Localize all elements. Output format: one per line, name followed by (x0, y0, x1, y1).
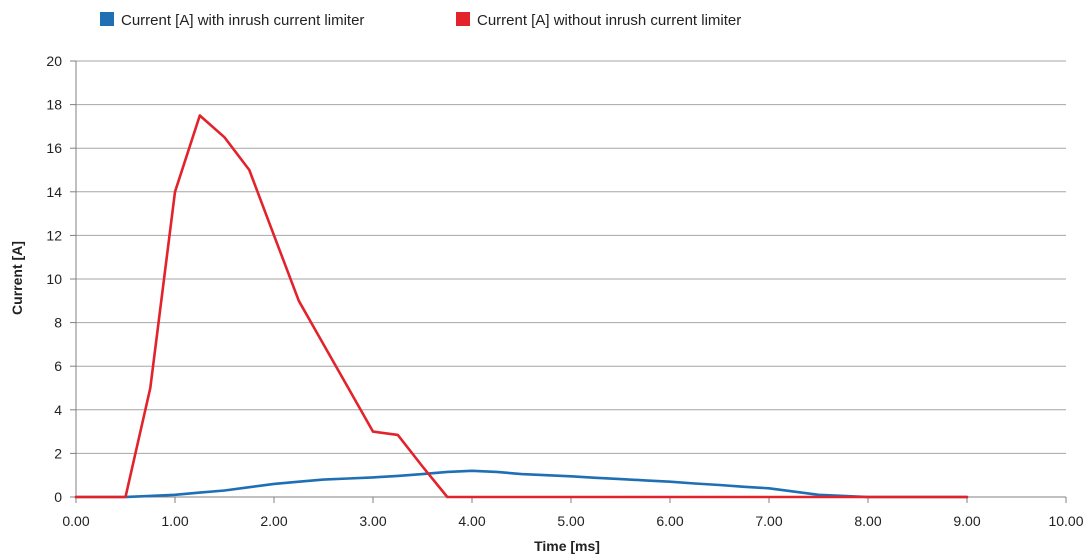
legend-label: Current [A] with inrush current limiter (121, 12, 364, 29)
axes (70, 60, 1067, 503)
x-tick-label: 3.00 (359, 513, 386, 529)
y-tick-labels: 0 2 4 6 8 10 12 14 16 18 20 (46, 53, 62, 505)
x-tick-label: 10.00 (1048, 513, 1083, 529)
y-tick-label: 12 (46, 227, 62, 243)
y-tick-label: 10 (46, 271, 62, 287)
y-tick-label: 4 (54, 402, 62, 418)
x-tick-label: 0.00 (62, 513, 89, 529)
x-tick-label: 8.00 (854, 513, 881, 529)
series-line-without-limiter (74, 114, 969, 499)
legend: Current [A] with inrush current limiter C… (100, 12, 741, 29)
x-axis-title: Time [ms] (534, 538, 600, 554)
x-tick-label: 9.00 (953, 513, 980, 529)
x-tick-label: 7.00 (755, 513, 782, 529)
x-tick-label: 4.00 (458, 513, 485, 529)
y-tick-label: 0 (54, 489, 62, 505)
x-tick-labels: 0.00 1.00 2.00 3.00 4.00 5.00 6.00 7.00 8.00 9.00… (62, 513, 1083, 529)
x-tick-label: 5.00 (557, 513, 584, 529)
series-lines (74, 114, 969, 499)
y-tick-label: 2 (54, 445, 62, 461)
series-line-with-limiter (74, 469, 969, 499)
grid-lines (76, 60, 1066, 454)
x-tick-label: 6.00 (656, 513, 683, 529)
y-tick-label: 14 (46, 184, 62, 200)
legend-swatch (100, 12, 114, 26)
y-tick-label: 18 (46, 97, 62, 113)
x-tick-label: 1.00 (161, 513, 188, 529)
y-tick-label: 20 (46, 53, 62, 69)
legend-label: Current [A] without inrush current limit… (477, 12, 741, 29)
y-tick-label: 8 (54, 315, 62, 331)
x-tick-label: 2.00 (260, 513, 287, 529)
legend-swatch (456, 12, 470, 26)
y-tick-label: 16 (46, 140, 62, 156)
y-tick-label: 6 (54, 358, 62, 374)
y-axis-title: Current [A] (9, 241, 25, 315)
